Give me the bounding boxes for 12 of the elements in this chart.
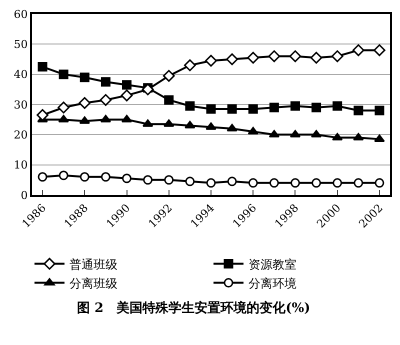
text: 图 2 美国特殊学生安置环境的变化(%) xyxy=(77,300,310,316)
y-tick-label: 60 xyxy=(14,8,28,21)
y-tick-label: 0 xyxy=(20,188,28,202)
legend-label: 资源教室 xyxy=(248,257,296,272)
y-tick-label: 10 xyxy=(14,158,28,172)
y-tick-label: 30 xyxy=(14,98,28,112)
legend-label: 分离环境 xyxy=(248,276,296,290)
legend-label: 分离班级 xyxy=(70,276,118,290)
y-tick-label: 40 xyxy=(14,68,28,82)
y-tick-label: 20 xyxy=(14,128,28,142)
legend-label: 普通班级 xyxy=(70,257,118,272)
y-tick-label: 50 xyxy=(14,38,28,52)
